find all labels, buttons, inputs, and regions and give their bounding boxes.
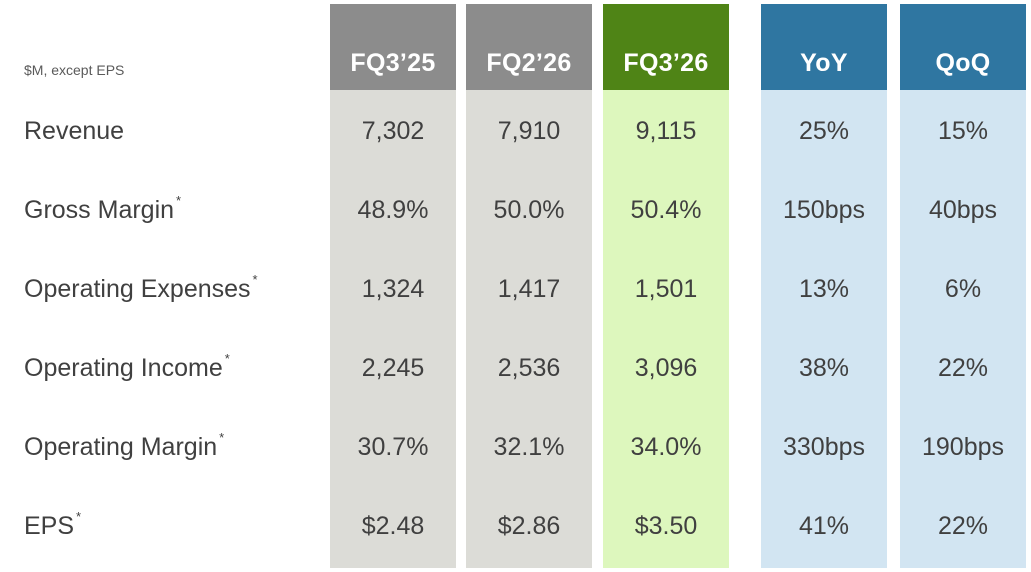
table-cell: 22%: [937, 512, 989, 540]
column-header: YoY: [761, 4, 887, 90]
footnote-marker: *: [176, 192, 182, 208]
table-cell: 330bps: [782, 433, 866, 461]
column-header: FQ3’25: [330, 4, 456, 90]
table-cell: 50.4%: [630, 196, 702, 224]
row-label: Revenue: [24, 117, 124, 146]
table-cell: 150bps: [782, 196, 866, 224]
table-cell: 41%: [798, 512, 850, 540]
table-cell: 30.7%: [357, 433, 429, 461]
column-header-label: FQ3’25: [350, 48, 436, 77]
table-cell: 2,245: [361, 354, 425, 382]
row-label: Operating Expenses *: [24, 271, 258, 304]
row-label-text: Revenue: [24, 117, 125, 145]
table-cell: $2.48: [361, 512, 425, 540]
table-cell: 48.9%: [357, 196, 429, 224]
row-label: Gross Margin *: [24, 192, 182, 225]
table-cell: 7,910: [497, 117, 561, 145]
row-label-text: Gross Margin: [24, 196, 175, 224]
row-label: Operating Income *: [24, 350, 230, 383]
table-cell: 2,536: [497, 354, 561, 382]
table-cell: 1,324: [361, 275, 425, 303]
row-label-text: Operating Income: [24, 354, 223, 382]
column-body: [330, 90, 456, 568]
column-fq3-26: FQ3’26: [603, 4, 729, 568]
column-body: [603, 90, 729, 568]
row-label: EPS *: [24, 508, 82, 541]
table-cell: 50.0%: [493, 196, 565, 224]
footnote-marker: *: [76, 508, 82, 524]
column-body: [466, 90, 592, 568]
table-cell: 190bps: [921, 433, 1005, 461]
table-cell: 1,417: [497, 275, 561, 303]
column-header-label: FQ2’26: [486, 48, 572, 77]
column-header-label: YoY: [800, 48, 848, 77]
units-note: $M, except EPS: [24, 62, 125, 78]
table-cell: 40bps: [928, 196, 998, 224]
table-cell: 9,115: [635, 117, 697, 145]
column-yoy: YoY: [761, 4, 887, 568]
table-cell: 7,302: [361, 117, 425, 145]
table-cell: 34.0%: [630, 433, 702, 461]
table-cell: 22%: [937, 354, 989, 382]
column-fq3-25: FQ3’25: [330, 4, 456, 568]
footnote-marker: *: [224, 350, 230, 366]
row-label-text: Operating Margin: [24, 433, 218, 461]
table-cell: $2.86: [497, 512, 561, 540]
table-cell: 25%: [798, 117, 850, 145]
table-cell: 13%: [798, 275, 850, 303]
row-label-text: EPS: [24, 512, 75, 540]
table-cell: 32.1%: [493, 433, 565, 461]
table-cell: 3,096: [634, 354, 698, 382]
column-header: QoQ: [900, 4, 1026, 90]
row-label-text: Operating Expenses: [24, 275, 251, 303]
table-cell: 15%: [937, 117, 989, 145]
footnote-marker: *: [219, 429, 225, 445]
column-header-label: FQ3’26: [623, 48, 709, 77]
table-cell: $3.50: [634, 512, 698, 540]
column-body: [900, 90, 1026, 568]
table-cell: 38%: [798, 354, 850, 382]
column-header: FQ2’26: [466, 4, 592, 90]
row-label: Operating Margin *: [24, 429, 225, 462]
column-header: FQ3’26: [603, 4, 729, 90]
column-fq2-26: FQ2’26: [466, 4, 592, 568]
column-header-label: QoQ: [935, 48, 991, 77]
table-cell: 6%: [944, 275, 982, 303]
table-cell: 1,501: [634, 275, 698, 303]
footnote-marker: *: [252, 271, 258, 287]
column-body: [761, 90, 887, 568]
column-qoq: QoQ: [900, 4, 1026, 568]
